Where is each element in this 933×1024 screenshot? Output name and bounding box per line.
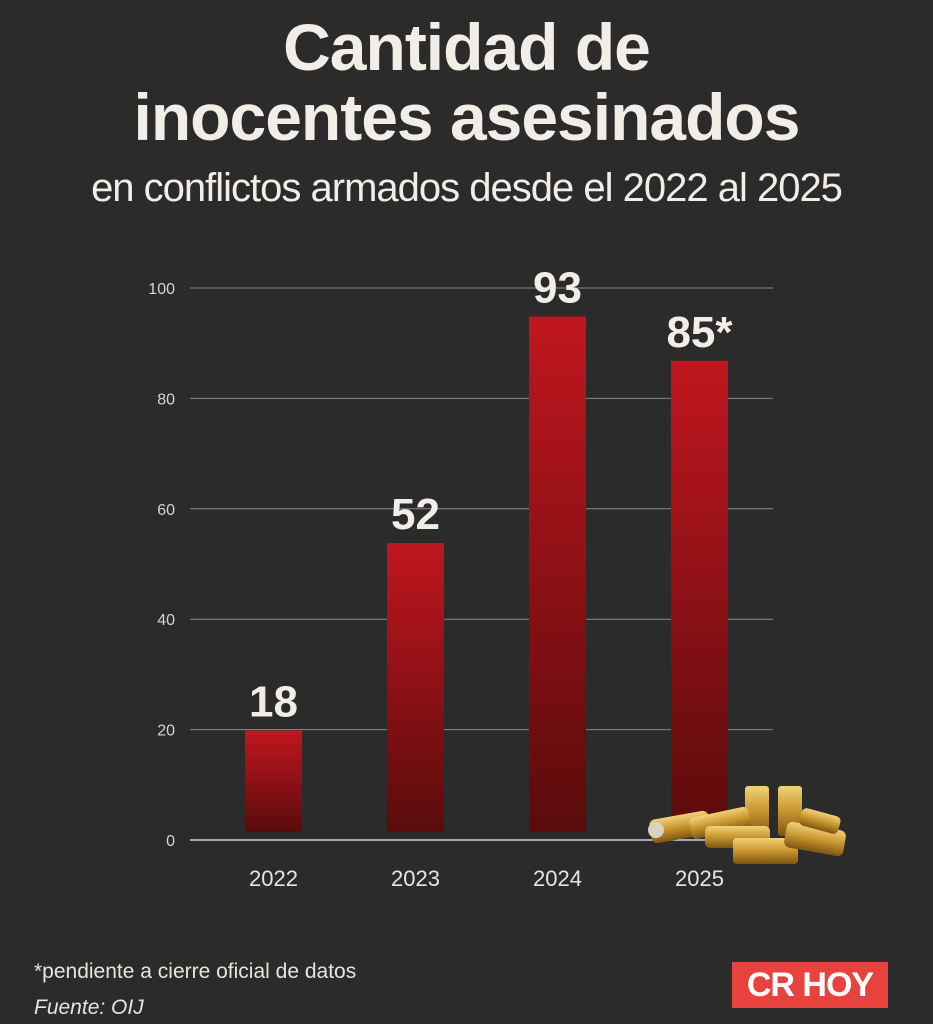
subtitle: en conflictos armados desde el 2022 al 2… — [91, 166, 843, 210]
data-label: 85* — [666, 308, 733, 357]
y-tick-label: 40 — [157, 612, 175, 629]
y-tick-label: 100 — [148, 281, 175, 298]
y-tick-label: 80 — [157, 391, 175, 408]
y-tick-label: 60 — [157, 502, 175, 519]
data-label: 52 — [391, 490, 440, 539]
bar-2024 — [529, 316, 586, 832]
title-line-2: inocentes asesinados — [133, 80, 801, 154]
data-label: 93 — [533, 264, 582, 313]
x-tick-label: 2024 — [533, 866, 582, 891]
data-label: 18 — [249, 678, 298, 727]
bar-2022 — [245, 730, 302, 832]
source: Fuente: OIJ — [34, 996, 144, 1019]
bullet-casings-illustration — [648, 786, 846, 864]
title-line-1: Cantidad de — [283, 10, 651, 84]
bar-2025 — [671, 360, 728, 832]
x-tick-label: 2022 — [249, 866, 298, 891]
x-tick-label: 2023 — [391, 866, 440, 891]
x-tick-label: 2025 — [675, 866, 724, 891]
y-tick-label: 20 — [157, 723, 175, 740]
y-tick-label: 0 — [166, 833, 175, 850]
cr-hoy-logo: CR HOY — [732, 962, 888, 1008]
footnote: *pendiente a cierre oficial de datos — [34, 960, 357, 983]
bar-2023 — [387, 542, 444, 832]
